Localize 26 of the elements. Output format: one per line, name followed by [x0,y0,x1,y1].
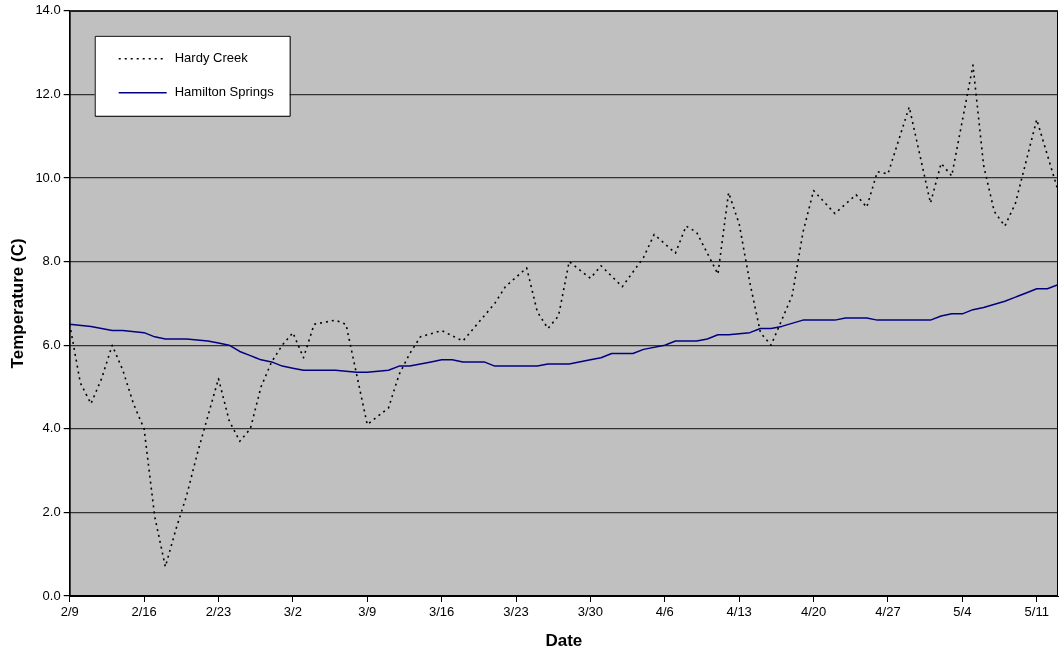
x-tick-label: 2/9 [60,604,79,620]
x-tick-label: 3/30 [577,604,604,620]
x-tick-label: 2/16 [131,604,157,620]
y-tick-label: 8.0 [42,253,61,269]
x-tick-label: 2/23 [205,604,232,620]
x-tick-label: 3/16 [428,604,455,620]
x-tick-label: 5/11 [1024,604,1049,620]
x-tick-label: 3/9 [358,604,377,620]
legend-label: Hardy Creek [174,50,249,66]
x-tick-label: 3/2 [283,604,302,620]
legend-label: Hamilton Springs [174,84,275,100]
y-tick-label: 10.0 [35,169,61,185]
x-axis-title: Date [545,631,583,651]
x-tick-label: 4/27 [875,604,901,620]
y-tick-label: 0.0 [42,587,61,603]
x-tick-label: 3/23 [503,604,529,620]
x-tick-label: 4/20 [800,604,827,620]
y-tick-label: 4.0 [42,420,61,436]
y-tick-label: 12.0 [35,85,61,101]
y-tick-label: 2.0 [42,503,61,519]
y-axis-title: Temperature (C) [7,238,27,369]
y-tick-label: 6.0 [42,336,61,352]
x-tick-label: 4/13 [726,604,752,620]
x-tick-label: 5/4 [953,604,972,620]
x-tick-label: 4/6 [655,604,674,620]
y-tick-label: 14.0 [35,2,61,18]
